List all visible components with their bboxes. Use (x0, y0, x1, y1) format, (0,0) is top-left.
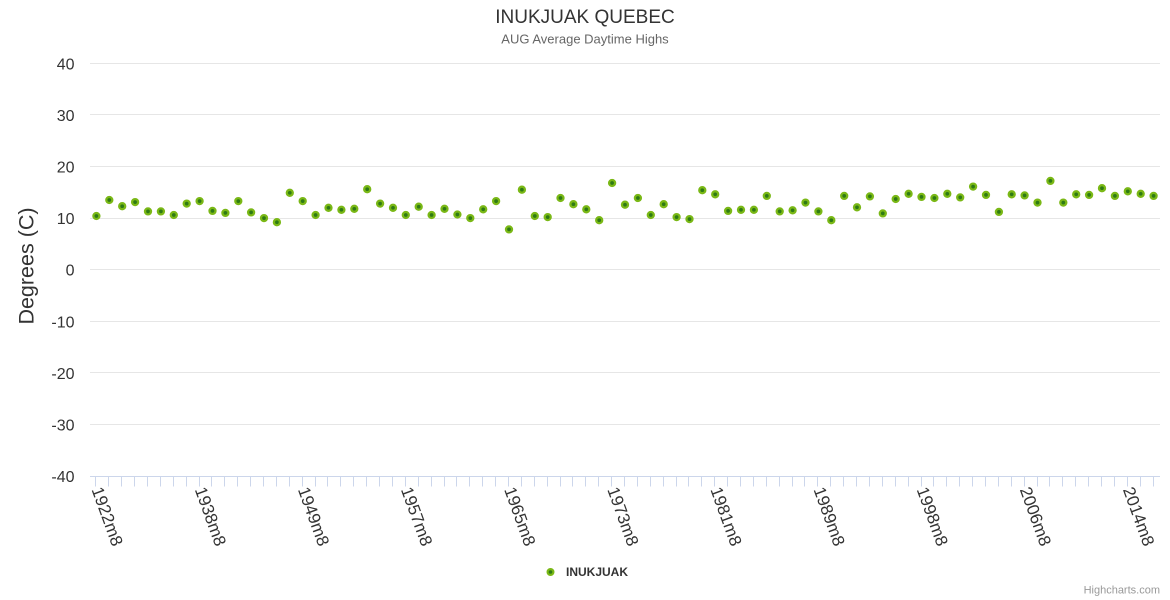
svg-text:30: 30 (57, 108, 75, 125)
svg-text:-30: -30 (51, 418, 74, 435)
svg-text:INUKJUAK QUEBEC: INUKJUAK QUEBEC (495, 7, 674, 28)
svg-text:INUKJUAK: INUKJUAK (566, 565, 628, 579)
svg-text:AUG Average Daytime Highs: AUG Average Daytime Highs (501, 32, 669, 47)
svg-text:10: 10 (57, 211, 75, 228)
svg-text:40: 40 (57, 56, 75, 73)
svg-text:Highcharts.com: Highcharts.com (1084, 585, 1160, 597)
svg-text:-10: -10 (51, 314, 74, 331)
svg-text:-40: -40 (51, 469, 74, 486)
svg-text:0: 0 (66, 263, 75, 280)
svg-text:20: 20 (57, 160, 75, 177)
svg-text:-20: -20 (51, 366, 74, 383)
svg-text:Degrees (C): Degrees (C) (15, 207, 39, 324)
